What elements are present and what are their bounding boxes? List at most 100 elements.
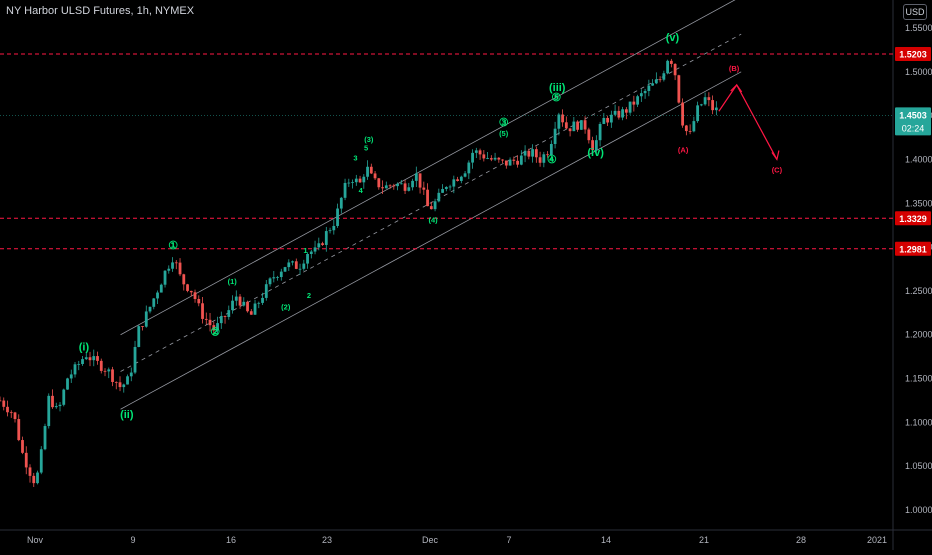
candle-body (92, 356, 96, 361)
candle-body (234, 296, 238, 301)
y-tick-label: 1.4000 (905, 154, 932, 164)
candle-body (504, 160, 508, 166)
candle-body (126, 376, 129, 385)
x-tick-label: 7 (506, 535, 511, 545)
wave-label: ① (168, 240, 178, 252)
candle-body (309, 251, 313, 254)
candle-body (283, 267, 287, 272)
candle-body (587, 129, 591, 141)
candle-body (81, 359, 84, 364)
candle-body (306, 253, 309, 264)
candle-body (478, 150, 482, 155)
candle-body (118, 382, 122, 388)
candle-body (692, 121, 696, 132)
candle-body (96, 356, 99, 361)
wave-label: 5 (364, 144, 368, 153)
candle-body (609, 114, 613, 123)
x-tick-label: 2021 (867, 535, 887, 545)
candle-body (28, 467, 32, 476)
x-tick-label: 16 (226, 535, 236, 545)
candle-body (197, 298, 201, 304)
last-price-label: 1.4503 (899, 110, 927, 120)
candle-body (527, 150, 531, 157)
candle-body (208, 319, 212, 326)
candle-body (448, 186, 452, 188)
candle-body (246, 301, 249, 312)
candle-body (137, 326, 141, 347)
candle-body (242, 301, 246, 306)
candle-body (632, 101, 636, 105)
candle-body (441, 189, 444, 193)
candle-body (384, 185, 388, 189)
candle-body (576, 121, 579, 130)
candle-body (182, 274, 186, 285)
candle-body (662, 73, 666, 80)
candle-body (156, 292, 159, 299)
level-price-badge (895, 241, 931, 256)
candle-body (411, 180, 414, 188)
candle-body (343, 182, 347, 198)
candle-body (628, 101, 632, 113)
candle-body (564, 122, 568, 129)
candle-body (43, 426, 47, 450)
candle-body (677, 75, 681, 103)
candle-body (463, 173, 467, 177)
candle-body (549, 143, 553, 156)
candle-body (373, 173, 377, 179)
candle-body (73, 364, 77, 375)
candle-body (606, 117, 609, 123)
candle-body (362, 176, 366, 183)
x-tick-label: 21 (699, 535, 709, 545)
candle-body (287, 262, 291, 268)
wave-label: (i) (79, 342, 90, 354)
candle-body (111, 369, 114, 382)
candle-body (583, 120, 587, 130)
candle-body (66, 378, 69, 390)
wave-label: (3) (364, 135, 374, 144)
candle-body (639, 93, 643, 97)
candle-body (647, 85, 651, 91)
candle-body (6, 406, 9, 413)
candle-body (17, 419, 21, 441)
candle-body (452, 179, 456, 187)
candle-body (572, 121, 576, 132)
wave-label: ④ (547, 154, 557, 166)
candle-body (557, 114, 561, 129)
candle-body (144, 311, 148, 327)
wave-label: ③ (499, 117, 509, 129)
symbol-title[interactable]: NY Harbor ULSD Futures, 1h, NYMEX (6, 5, 195, 17)
candle-body (568, 128, 572, 132)
currency-button[interactable]: USD (903, 4, 927, 20)
candle-body (216, 323, 219, 331)
candle-body (21, 440, 24, 453)
candle-body (103, 370, 107, 372)
candle-body (666, 60, 670, 74)
candle-body (227, 310, 231, 317)
candle-body (711, 100, 715, 111)
candle-body (714, 107, 718, 111)
candle-body (24, 452, 28, 468)
candle-body (328, 230, 332, 232)
y-tick-label: 1.3500 (905, 198, 932, 208)
wave-label: (ii) (120, 409, 134, 421)
x-tick-label: 9 (130, 535, 135, 545)
candle-body (163, 270, 167, 285)
candle-body (594, 140, 598, 151)
candle-body (152, 298, 156, 307)
candle-body (699, 104, 703, 106)
candle-body (114, 381, 118, 383)
candle-body (129, 372, 133, 377)
candle-body (238, 296, 242, 306)
candle-body (433, 201, 437, 210)
candle-body (422, 187, 426, 190)
candle-body (253, 303, 257, 315)
candle-body (542, 154, 546, 163)
candle-body (122, 384, 126, 388)
candle-body (418, 173, 422, 188)
candle-body (429, 206, 433, 210)
candle-body (681, 102, 685, 126)
candle-body (489, 158, 493, 160)
candle-body (403, 183, 407, 191)
